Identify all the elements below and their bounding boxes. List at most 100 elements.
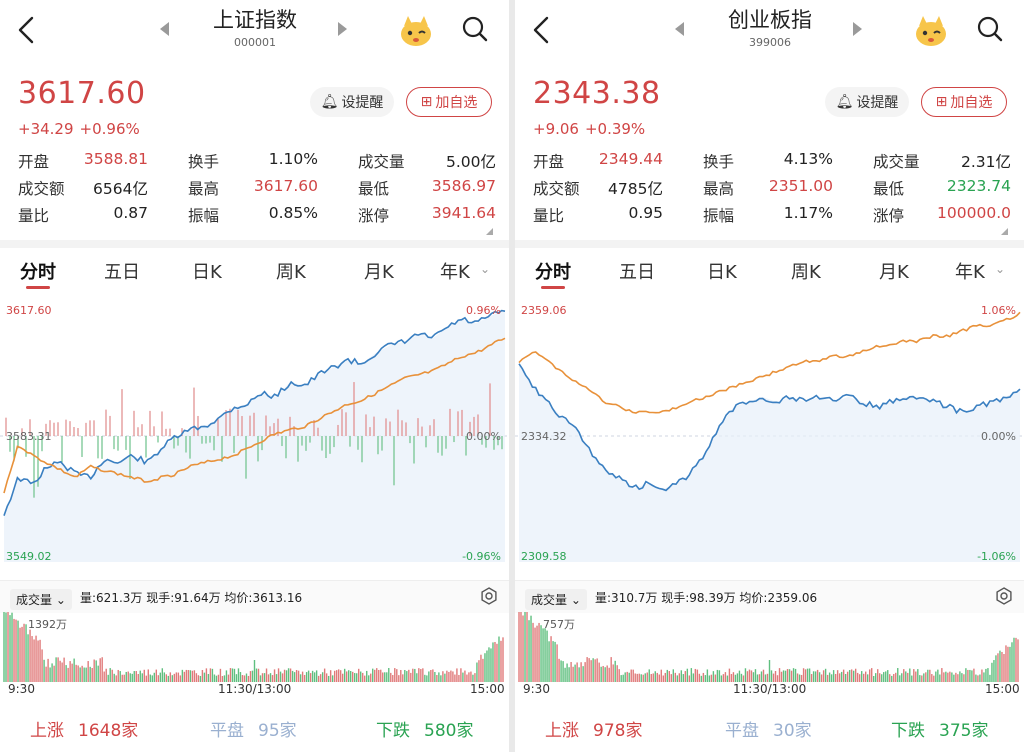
add-watchlist-label: 加自选: [950, 95, 993, 111]
stats-row: 开盘 2349.44 换手 4.13% 成交量 2.31亿: [533, 150, 1011, 177]
change-percent: +0.39%: [584, 120, 646, 138]
panel-divider: [509, 0, 515, 752]
section-divider: [0, 240, 509, 248]
stat-value: 5.00亿: [445, 153, 496, 171]
bell-icon: 🔔︎: [320, 94, 339, 110]
expand-corner-icon[interactable]: [486, 228, 493, 235]
stat-value: 2349.44: [598, 150, 663, 168]
axis-bottom-value: 3549.02: [6, 550, 52, 563]
active-tab-underline: [26, 286, 50, 289]
stat-label: 开盘: [533, 153, 565, 171]
axis-bottom-value: 2309.58: [521, 550, 567, 563]
tab-5[interactable]: 年K: [440, 262, 470, 283]
volume-info: 量:310.7万 现手:98.39万 均价:2359.06: [595, 591, 818, 605]
tab-4[interactable]: 月K: [364, 262, 394, 283]
stat-value: 3588.81: [83, 150, 148, 168]
prev-index-icon[interactable]: [160, 22, 169, 36]
stat-label: 涨停: [358, 207, 390, 225]
volume-selector[interactable]: 成交量 ⌄: [525, 589, 587, 610]
stat-value: 2323.74: [946, 177, 1011, 195]
stat-label: 量比: [533, 207, 565, 225]
tab-3[interactable]: 周K: [276, 262, 306, 283]
tab-1[interactable]: 五日: [104, 262, 140, 283]
tab-3[interactable]: 周K: [791, 262, 821, 283]
market-breadth: 上涨 978家 平盘 30家 下跌 375家: [515, 716, 1024, 742]
section-divider: [515, 240, 1024, 248]
volume-selector[interactable]: 成交量 ⌄: [10, 589, 72, 610]
axis-top-value: 2359.06: [521, 304, 567, 317]
tab-5[interactable]: 年K: [955, 262, 985, 283]
chevron-down-icon: ⌄: [995, 262, 1006, 276]
average-line: [3, 337, 506, 494]
index-title: 上证指数: [213, 8, 297, 32]
set-alert-label: 设提醒: [856, 95, 899, 111]
stat-value: 4.13%: [783, 150, 833, 168]
axis-mid-pct: 0.00%: [981, 430, 1016, 443]
flat-count: 30家: [773, 721, 812, 741]
stat-label: 涨停: [873, 207, 905, 225]
time-end: 15:00: [470, 682, 505, 696]
down-label: 下跌: [376, 721, 410, 741]
stat-value: 100000.0: [937, 204, 1011, 222]
tab-4[interactable]: 月K: [879, 262, 909, 283]
tab-2[interactable]: 日K: [192, 262, 222, 283]
header: 上证指数 000001: [0, 0, 509, 62]
expand-corner-icon[interactable]: [1001, 228, 1008, 235]
back-arrow-icon[interactable]: [12, 10, 42, 50]
stats-row: 量比 0.95 振幅 1.17% 涨停 100000.0: [533, 204, 1011, 231]
panel-shanghai: 上证指数 000001 3617.60 +34.29 +0.96% 🔔︎ 设提醒 ⊞…: [0, 0, 509, 752]
price-change: +34.29 +0.96%: [18, 120, 146, 138]
stat-value: 0.87: [113, 204, 148, 222]
volume-header: 成交量 ⌄ 量:310.7万 现手:98.39万 均价:2359.06: [515, 580, 1024, 613]
market-breadth: 上涨 1648家 平盘 95家 下跌 580家: [0, 716, 509, 742]
plus-box-icon: ⊞: [935, 94, 948, 110]
back-arrow-icon[interactable]: [527, 10, 557, 50]
add-watchlist-button[interactable]: ⊞ 加自选: [406, 87, 492, 117]
axis-top-pct: 1.06%: [981, 304, 1016, 317]
stat-label: 成交额: [18, 180, 65, 198]
time-end: 15:00: [985, 682, 1020, 696]
time-mid: 11:30/13:00: [733, 682, 807, 696]
up-count: 978家: [593, 721, 643, 741]
axis-top-value: 3617.60: [6, 304, 52, 317]
set-alert-button[interactable]: 🔔︎ 设提醒: [825, 87, 909, 117]
stats-grid: 开盘 3588.81 换手 1.10% 成交量 5.00亿 成交额 6564亿 最高 3617.6…: [18, 150, 496, 231]
up-label: 上涨: [545, 721, 579, 741]
volume-header: 成交量 ⌄ 量:621.3万 现手:91.64万 均价:3613.16: [0, 580, 509, 613]
next-index-icon[interactable]: [853, 22, 862, 36]
search-icon[interactable]: [460, 14, 490, 44]
set-alert-button[interactable]: 🔔︎ 设提醒: [310, 87, 394, 117]
prev-index-icon[interactable]: [675, 22, 684, 36]
tab-0[interactable]: 分时: [535, 262, 571, 283]
tab-0[interactable]: 分时: [20, 262, 56, 283]
mascot-icon[interactable]: [398, 14, 434, 48]
axis-top-pct: 0.96%: [466, 304, 501, 317]
stat-label: 成交量: [873, 153, 920, 171]
down-count: 580家: [424, 721, 474, 741]
stat-label: 开盘: [18, 153, 50, 171]
axis-mid-pct: 0.00%: [466, 430, 501, 443]
settings-gear-icon[interactable]: [480, 587, 498, 605]
volume-selector-label: 成交量: [16, 593, 53, 607]
stat-value: 4785亿: [608, 180, 663, 198]
add-watchlist-button[interactable]: ⊞ 加自选: [921, 87, 1007, 117]
down-label: 下跌: [891, 721, 925, 741]
stat-value: 2.31亿: [960, 153, 1011, 171]
active-tab-underline: [541, 286, 565, 289]
stat-label: 振幅: [703, 207, 735, 225]
volume-max-label: 757万: [543, 618, 575, 631]
index-code: 000001: [234, 36, 276, 49]
next-index-icon[interactable]: [338, 22, 347, 36]
intraday-chart[interactable]: 2359.06 2334.32 2309.58 1.06% 0.00% -1.06%: [515, 296, 1024, 576]
tab-2[interactable]: 日K: [707, 262, 737, 283]
mascot-icon[interactable]: [913, 14, 949, 48]
search-icon[interactable]: [975, 14, 1005, 44]
intraday-chart[interactable]: 3617.60 3583.31 3549.02 0.96% 0.00% -0.96%: [0, 296, 509, 576]
tab-1[interactable]: 五日: [619, 262, 655, 283]
stat-label: 换手: [188, 153, 220, 171]
volume-max-label: 1392万: [28, 618, 67, 631]
price-line: [518, 363, 1021, 492]
stat-label: 换手: [703, 153, 735, 171]
settings-gear-icon[interactable]: [995, 587, 1013, 605]
current-price: 2343.38: [533, 76, 661, 111]
